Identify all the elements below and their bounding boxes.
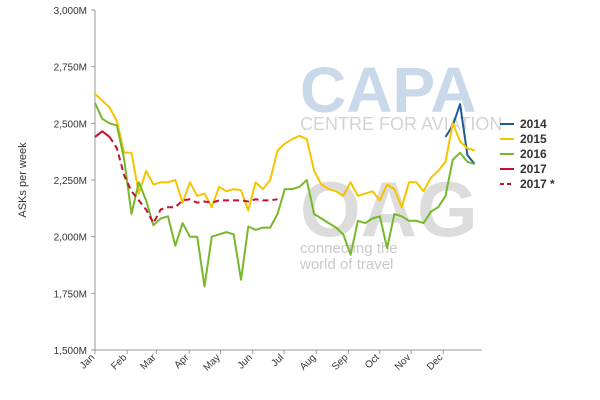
x-tick-label: Apr — [173, 352, 192, 371]
x-tick-label: Aug — [298, 352, 318, 372]
y-axis-label: ASKs per week — [17, 142, 29, 218]
y-tick-label: 2,250M — [54, 176, 87, 187]
y-tick-label: 2,000M — [54, 233, 87, 244]
y-tick-label: 1,750M — [54, 289, 87, 300]
watermark-centre: CENTRE FOR AVIATION — [300, 114, 502, 134]
x-tick-label: May — [202, 352, 223, 373]
x-tick-label: Nov — [393, 352, 413, 372]
y-tick-label: 2,750M — [54, 63, 87, 74]
series-line-2017 — [108, 136, 278, 225]
x-tick-label: Dec — [425, 352, 445, 372]
x-tick-label: Sep — [330, 352, 351, 373]
x-tick-label: Mar — [138, 352, 158, 372]
series-group — [94, 93, 476, 288]
y-tick-label: 3,000M — [54, 6, 87, 17]
x-tick-label: Oct — [363, 352, 382, 371]
series-line-2016 — [94, 102, 475, 288]
x-tick-label: Jul — [269, 352, 286, 369]
legend-label: 2014 — [520, 117, 547, 131]
x-tick-label: Jun — [236, 352, 255, 371]
y-tick-label: 1,500M — [54, 346, 87, 357]
watermark-tagline-2: world of travel — [299, 256, 393, 273]
y-tick-label: 2,500M — [54, 119, 87, 130]
x-tick-label: Feb — [109, 352, 129, 372]
legend-label: 2015 — [520, 132, 547, 146]
series-line-2014 — [444, 103, 476, 165]
series-line-2017 — [94, 130, 111, 138]
legend-label: 2017 * — [520, 177, 555, 191]
series-line-2015 — [94, 93, 475, 212]
watermark-capa: CAPA — [300, 54, 477, 126]
legend-label: 2017 — [520, 162, 547, 176]
legend-label: 2016 — [520, 147, 547, 161]
